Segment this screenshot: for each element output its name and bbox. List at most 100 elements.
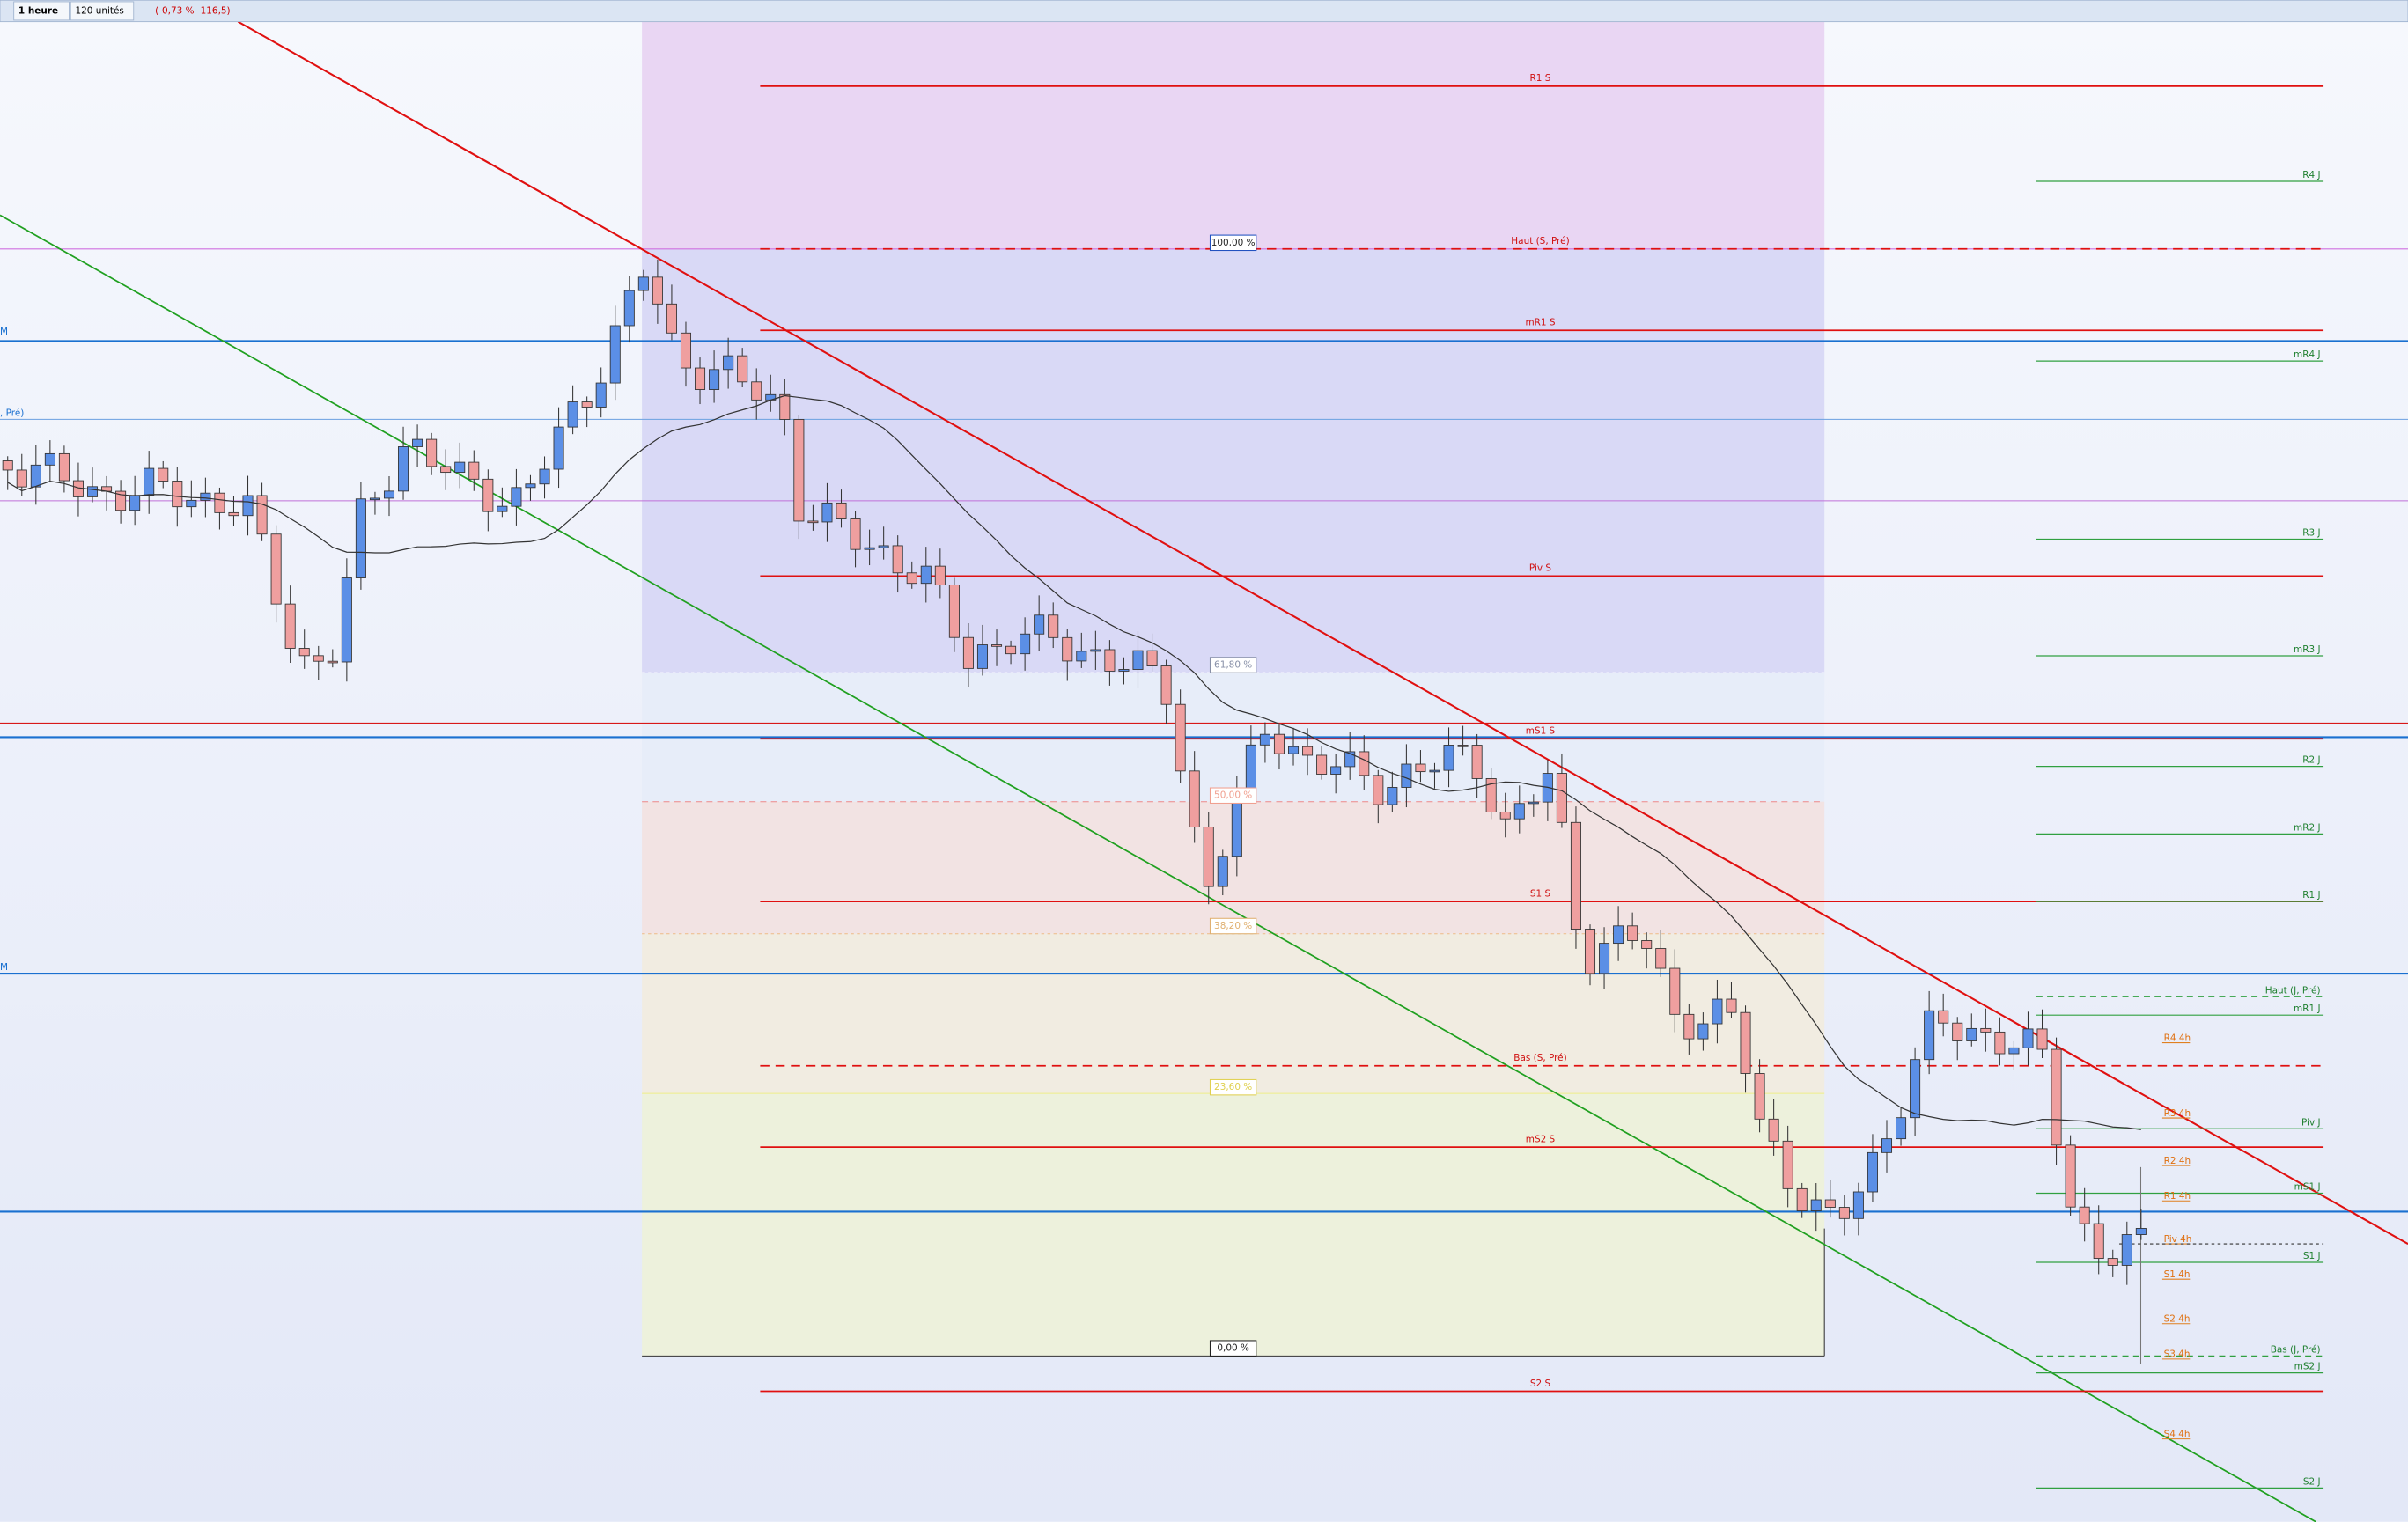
candle [1641, 940, 1653, 949]
candle [539, 468, 550, 485]
candles [2, 259, 2147, 1285]
candle [172, 481, 183, 508]
period: 1 heure [18, 5, 58, 16]
candle [144, 467, 155, 496]
h4-label: R4 4h [2164, 1033, 2191, 1043]
candle [284, 603, 296, 649]
candle [1655, 948, 1667, 969]
candle [948, 585, 960, 638]
units-button[interactable] [70, 1, 135, 21]
candle [1938, 1010, 1949, 1024]
h4-label: S2 4h [2164, 1314, 2191, 1325]
weekly-label: mS1 S [1526, 725, 1556, 736]
fib-box [1209, 787, 1257, 804]
candle [355, 498, 366, 578]
candle [2, 460, 13, 471]
candle [1824, 1199, 1836, 1208]
weekly-label: mS2 S [1526, 1134, 1556, 1144]
candle [836, 502, 847, 519]
candle [1485, 778, 1497, 812]
period-button[interactable] [13, 1, 70, 21]
candle [341, 577, 352, 663]
candle [1132, 650, 1144, 670]
candle [807, 520, 819, 524]
candle [2121, 1234, 2132, 1266]
daily-label: S2 J [2303, 1476, 2321, 1487]
candle [864, 547, 875, 550]
candle [723, 355, 734, 371]
candle [850, 518, 861, 550]
h4-label: S3 4h [2164, 1349, 2191, 1360]
fib-label: 50,00 % [1214, 790, 1252, 801]
candle [1245, 744, 1256, 794]
candle [525, 483, 536, 489]
candle [1881, 1138, 1893, 1153]
candle [1316, 754, 1328, 775]
candle [2079, 1206, 2090, 1224]
candle [1217, 856, 1228, 887]
weekly-label: Piv S [1529, 563, 1551, 574]
candle [1118, 669, 1130, 672]
candle [1810, 1199, 1822, 1211]
candle [637, 276, 649, 291]
candle [1740, 1011, 1751, 1074]
candle [1076, 651, 1087, 662]
left-label: M [0, 327, 8, 337]
candle [200, 492, 211, 501]
candle [976, 644, 988, 669]
weekly-label: S1 S [1530, 888, 1551, 899]
candle [1697, 1023, 1709, 1040]
candle [2093, 1223, 2104, 1260]
candle [567, 401, 578, 428]
h4-label: R1 4h [2164, 1191, 2191, 1202]
candle [1287, 746, 1300, 754]
candle [934, 565, 946, 585]
candle [298, 648, 310, 657]
daily-label: R2 J [2302, 755, 2320, 766]
daily-label: S1 J [2303, 1251, 2321, 1261]
candle [412, 438, 423, 447]
daily-label: R3 J [2302, 527, 2320, 538]
candle [695, 367, 706, 390]
candle [1613, 925, 1624, 945]
candle [158, 467, 169, 482]
candle [497, 505, 508, 512]
candle [369, 497, 380, 501]
candle [1867, 1151, 1878, 1193]
daily-label: Piv J [2301, 1117, 2321, 1128]
h4-label: R2 4h [2164, 1156, 2191, 1166]
h4-label: S1 4h [2164, 1269, 2191, 1280]
candle [892, 545, 903, 574]
candle [1896, 1117, 1907, 1140]
h4-label: S4 4h [2164, 1429, 2191, 1439]
fib-box [1209, 1340, 1257, 1357]
candle [426, 438, 438, 467]
candle [1273, 733, 1285, 754]
candle [1090, 649, 1101, 652]
fib-box [1209, 657, 1257, 673]
candle [1669, 967, 1681, 1015]
moving-average [7, 394, 2141, 1130]
candle [214, 492, 225, 513]
candle [1852, 1191, 1864, 1219]
candle [1910, 1059, 1921, 1119]
candle [511, 487, 522, 507]
candle [1952, 1022, 1963, 1041]
weekly-label: S2 S [1530, 1379, 1551, 1389]
candle [623, 290, 635, 327]
candle [906, 572, 917, 585]
candle [1924, 1010, 1935, 1061]
candle [2065, 1144, 2076, 1208]
candle [16, 469, 27, 488]
candle [2107, 1258, 2118, 1266]
candle [186, 499, 197, 508]
candle [454, 461, 466, 474]
candle [1359, 751, 1370, 776]
candle [468, 461, 480, 480]
candle [991, 644, 1003, 647]
candle [779, 393, 791, 420]
candle [1599, 943, 1610, 974]
daily-label: mS2 J [2294, 1362, 2321, 1372]
left-label: M [0, 962, 8, 973]
